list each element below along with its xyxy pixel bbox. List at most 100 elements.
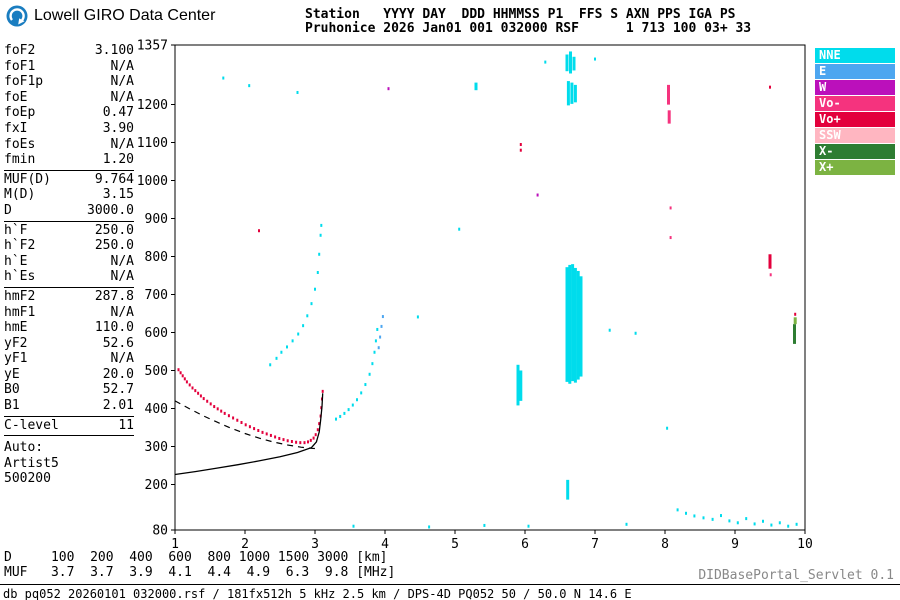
svg-text:1000: 1000 bbox=[137, 174, 168, 189]
station-header-line1: Station YYYY DAY DDD HHMMSS P1 FFS S AXN… bbox=[305, 7, 736, 22]
param-value: N/A bbox=[110, 351, 134, 367]
param-label: foF1 bbox=[4, 58, 36, 74]
param-value: 3.100 bbox=[94, 43, 134, 58]
svg-text:200: 200 bbox=[145, 478, 168, 493]
param-group: hmF2 287.8 hmF1 N/A hmE 110.0 yF2 52.6 yF1 N/A yE 2… bbox=[4, 288, 134, 417]
param-label: foF2 bbox=[4, 43, 36, 58]
auto-line: Artist5 bbox=[4, 455, 59, 471]
param-row: foEp 0.47 bbox=[4, 105, 134, 121]
param-row: foF1 N/A bbox=[4, 59, 134, 75]
svg-text:8: 8 bbox=[661, 537, 669, 552]
legend-item-nne: NNE bbox=[815, 48, 895, 63]
param-value: N/A bbox=[110, 136, 134, 152]
param-row: yE 20.0 bbox=[4, 367, 134, 383]
param-label: hmF2 bbox=[4, 288, 36, 304]
param-value: 1.20 bbox=[102, 152, 134, 168]
logo: Lowell GIRO Data Center bbox=[6, 5, 215, 27]
param-label: foF1p bbox=[4, 74, 44, 90]
param-label: B0 bbox=[4, 382, 20, 398]
svg-text:500: 500 bbox=[145, 364, 168, 379]
legend-item-vominus: Vo- bbox=[815, 96, 895, 111]
param-row: fxI 3.90 bbox=[4, 121, 134, 137]
param-row: foE N/A bbox=[4, 90, 134, 106]
profile-lines bbox=[174, 393, 324, 476]
param-label: h`F2 bbox=[4, 238, 36, 254]
param-row: hmE 110.0 bbox=[4, 320, 134, 336]
param-value: 20.0 bbox=[102, 366, 134, 382]
param-label: D bbox=[4, 202, 12, 218]
svg-text:10: 10 bbox=[797, 537, 813, 552]
param-label: foEs bbox=[4, 136, 36, 152]
param-value: N/A bbox=[110, 58, 134, 74]
param-value: 3.15 bbox=[102, 187, 134, 203]
param-group: MUF(D) 9.764 M(D) 3.15 D 3000.0 bbox=[4, 171, 134, 222]
logo-text: Lowell GIRO Data Center bbox=[34, 7, 216, 24]
param-row: foF1p N/A bbox=[4, 74, 134, 90]
param-value: 110.0 bbox=[94, 320, 134, 336]
status-line: db pq052 20260101 032000.rsf / 181fx512h… bbox=[3, 587, 632, 600]
param-label: h`E bbox=[4, 253, 28, 269]
param-value: 3.90 bbox=[102, 120, 134, 136]
svg-text:800: 800 bbox=[145, 250, 168, 265]
param-row: hmF2 287.8 bbox=[4, 289, 134, 305]
servlet-version-label: DIDBasePortal_Servlet 0.1 bbox=[698, 568, 894, 583]
param-row: MUF(D) 9.764 bbox=[4, 172, 134, 188]
param-row: h`Es N/A bbox=[4, 269, 134, 285]
param-group: foF2 3.100 foF1 N/A foF1p N/A foE N/A foEp 0.47 fx… bbox=[4, 42, 134, 171]
svg-text:600: 600 bbox=[145, 326, 168, 341]
legend-item-w: W bbox=[815, 80, 895, 95]
legend-item-ssw: SSW bbox=[815, 128, 895, 143]
legend-item-xminus: X- bbox=[815, 144, 895, 159]
plot-frame bbox=[174, 44, 806, 531]
distance-row: D 100 200 400 600 800 1000 1500 3000 [km… bbox=[4, 550, 388, 565]
svg-text:1357: 1357 bbox=[137, 39, 168, 54]
bottom-divider bbox=[0, 584, 900, 585]
param-label: fxI bbox=[4, 120, 28, 136]
param-value: N/A bbox=[110, 269, 134, 285]
param-value: 250.0 bbox=[94, 238, 134, 254]
param-row: h`E N/A bbox=[4, 254, 134, 270]
param-group: C-level 11 bbox=[4, 417, 134, 437]
svg-text:900: 900 bbox=[145, 212, 168, 227]
param-value: 2.01 bbox=[102, 398, 134, 414]
param-row: B0 52.7 bbox=[4, 382, 134, 398]
autoscaling-info: Auto: Artist5 500200 bbox=[4, 436, 134, 487]
station-header-line2: Pruhonice 2026 Jan01 001 032000 RSF 1 71… bbox=[305, 21, 752, 36]
param-value: 287.8 bbox=[94, 288, 134, 304]
param-label: C-level bbox=[4, 417, 59, 433]
svg-text:4: 4 bbox=[381, 537, 389, 552]
param-label: foE bbox=[4, 89, 28, 105]
param-value: N/A bbox=[110, 89, 134, 105]
param-label: fmin bbox=[4, 152, 36, 168]
param-row: hmF1 N/A bbox=[4, 305, 134, 321]
svg-text:3: 3 bbox=[311, 537, 319, 552]
svg-text:2: 2 bbox=[241, 537, 249, 552]
param-row: h`F 250.0 bbox=[4, 223, 134, 239]
param-label: yE bbox=[4, 366, 20, 382]
svg-text:80: 80 bbox=[152, 524, 168, 539]
svg-text:1100: 1100 bbox=[137, 136, 168, 151]
param-row: fmin 1.20 bbox=[4, 152, 134, 168]
param-label: yF1 bbox=[4, 351, 28, 367]
auto-line: Auto: bbox=[4, 440, 44, 456]
param-value: 3000.0 bbox=[87, 202, 134, 218]
param-group: h`F 250.0 h`F2 250.0 h`E N/A h`Es N/A bbox=[4, 222, 134, 288]
echo-type-legend: NNE E W Vo- Vo+ SSW X- X+ bbox=[815, 48, 895, 176]
param-value: 9.764 bbox=[94, 171, 134, 187]
spread-echo-bars bbox=[474, 51, 797, 500]
param-value: 52.7 bbox=[102, 382, 134, 398]
param-row: foF2 3.100 bbox=[4, 43, 134, 59]
svg-text:400: 400 bbox=[145, 402, 168, 417]
param-row: D 3000.0 bbox=[4, 203, 134, 219]
svg-text:6: 6 bbox=[521, 537, 529, 552]
param-row: yF1 N/A bbox=[4, 351, 134, 367]
svg-text:1: 1 bbox=[171, 537, 179, 552]
y-axis: 1357 1200 1100 1000 900 800 700 600 500 400 300 200… bbox=[137, 39, 175, 539]
param-row: foEs N/A bbox=[4, 137, 134, 153]
param-value: N/A bbox=[110, 253, 134, 269]
param-row: yF2 52.6 bbox=[4, 336, 134, 352]
legend-item-xplus: X+ bbox=[815, 160, 895, 175]
param-value: 11 bbox=[118, 417, 134, 433]
param-value: N/A bbox=[110, 304, 134, 320]
